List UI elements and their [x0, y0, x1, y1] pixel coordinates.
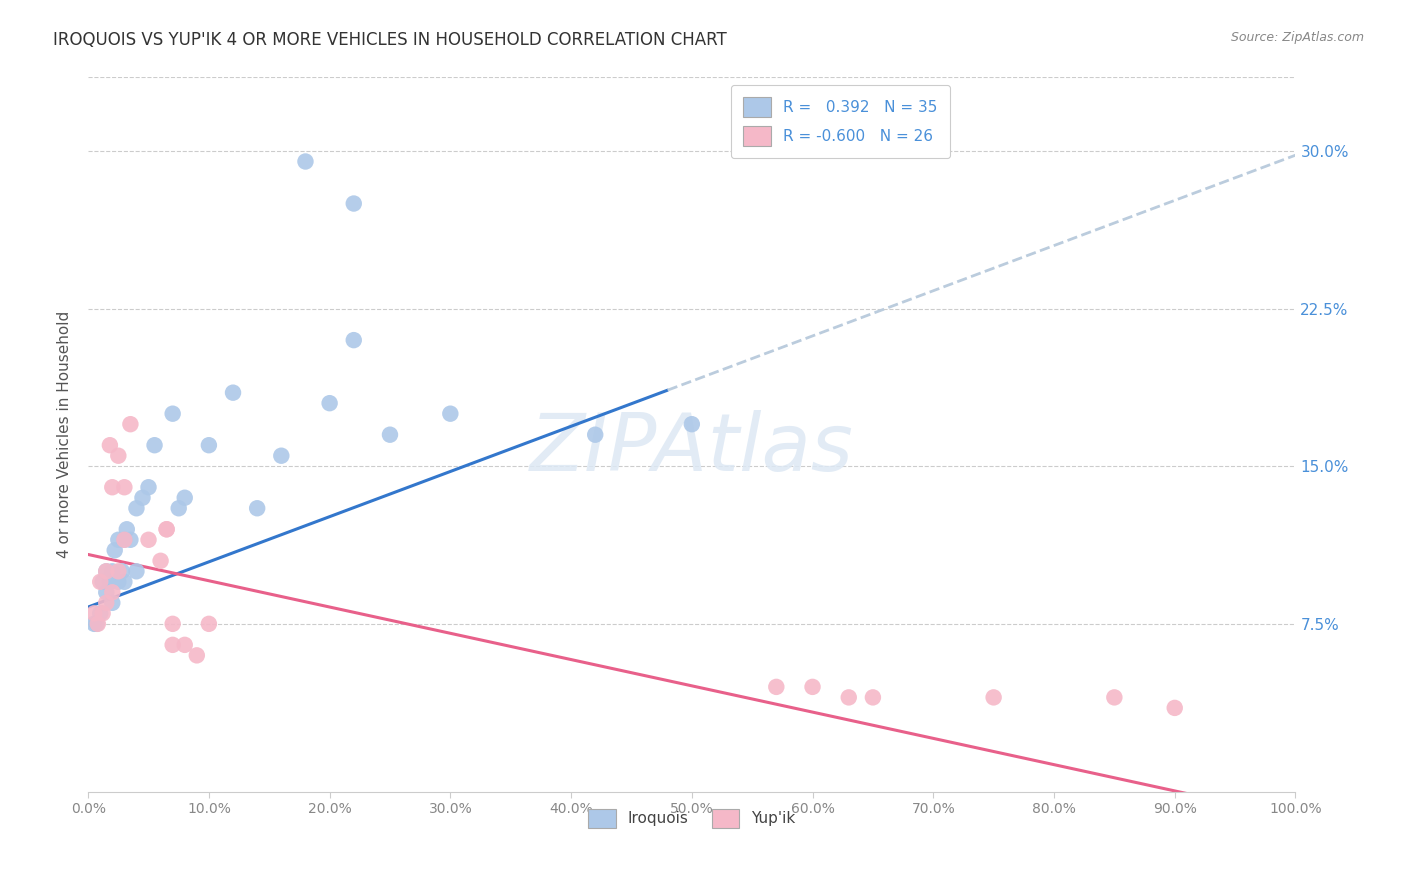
Point [167, 501, 190, 516]
Point [1104, 690, 1126, 705]
Point [96, 596, 118, 610]
Point [143, 438, 166, 452]
Point [107, 564, 129, 578]
Point [198, 616, 221, 631]
Point [101, 585, 124, 599]
Point [222, 385, 245, 400]
Text: Source: ZipAtlas.com: Source: ZipAtlas.com [1230, 31, 1364, 45]
Point [91, 607, 114, 621]
Point [173, 638, 195, 652]
Point [83, 616, 105, 631]
Point [112, 574, 135, 589]
Point [198, 438, 221, 452]
Point [343, 196, 366, 211]
Point [96, 564, 118, 578]
Point [131, 491, 153, 505]
Point [125, 501, 148, 516]
Point [162, 407, 184, 421]
Point [101, 564, 124, 578]
Point [87, 616, 110, 631]
Point [681, 417, 703, 432]
Point [583, 427, 606, 442]
Point [294, 154, 316, 169]
Point [86, 616, 108, 631]
Point [270, 449, 292, 463]
Point [983, 690, 1005, 705]
Point [173, 491, 195, 505]
Point [96, 585, 118, 599]
Point [89, 607, 111, 621]
Point [89, 574, 111, 589]
Text: IROQUOIS VS YUP'IK 4 OR MORE VEHICLES IN HOUSEHOLD CORRELATION CHART: IROQUOIS VS YUP'IK 4 OR MORE VEHICLES IN… [53, 31, 727, 49]
Point [138, 480, 160, 494]
Point [162, 638, 184, 652]
Point [104, 543, 127, 558]
Point [343, 333, 366, 347]
Point [862, 690, 884, 705]
Point [107, 449, 129, 463]
Point [162, 616, 184, 631]
Point [91, 574, 114, 589]
Point [120, 533, 142, 547]
Point [101, 596, 124, 610]
Point [138, 533, 160, 547]
Point [439, 407, 461, 421]
Point [156, 522, 179, 536]
Text: ZIPAtlas: ZIPAtlas [530, 410, 853, 488]
Point [318, 396, 340, 410]
Point [765, 680, 787, 694]
Point [107, 574, 129, 589]
Point [115, 522, 138, 536]
Point [112, 480, 135, 494]
Point [83, 607, 105, 621]
Point [112, 533, 135, 547]
Point [149, 554, 172, 568]
Point [107, 533, 129, 547]
Point [111, 564, 134, 578]
Point [801, 680, 824, 694]
Point [378, 427, 401, 442]
Point [112, 533, 135, 547]
Point [1164, 701, 1187, 715]
Legend: Iroquois, Yup'ik: Iroquois, Yup'ik [582, 803, 801, 834]
Point [838, 690, 860, 705]
Point [156, 522, 179, 536]
Y-axis label: 4 or more Vehicles in Household: 4 or more Vehicles in Household [58, 311, 72, 558]
Point [186, 648, 208, 663]
Point [125, 564, 148, 578]
Point [120, 417, 142, 432]
Point [246, 501, 269, 516]
Point [96, 564, 118, 578]
Point [98, 438, 121, 452]
Point [101, 480, 124, 494]
Point [98, 574, 121, 589]
